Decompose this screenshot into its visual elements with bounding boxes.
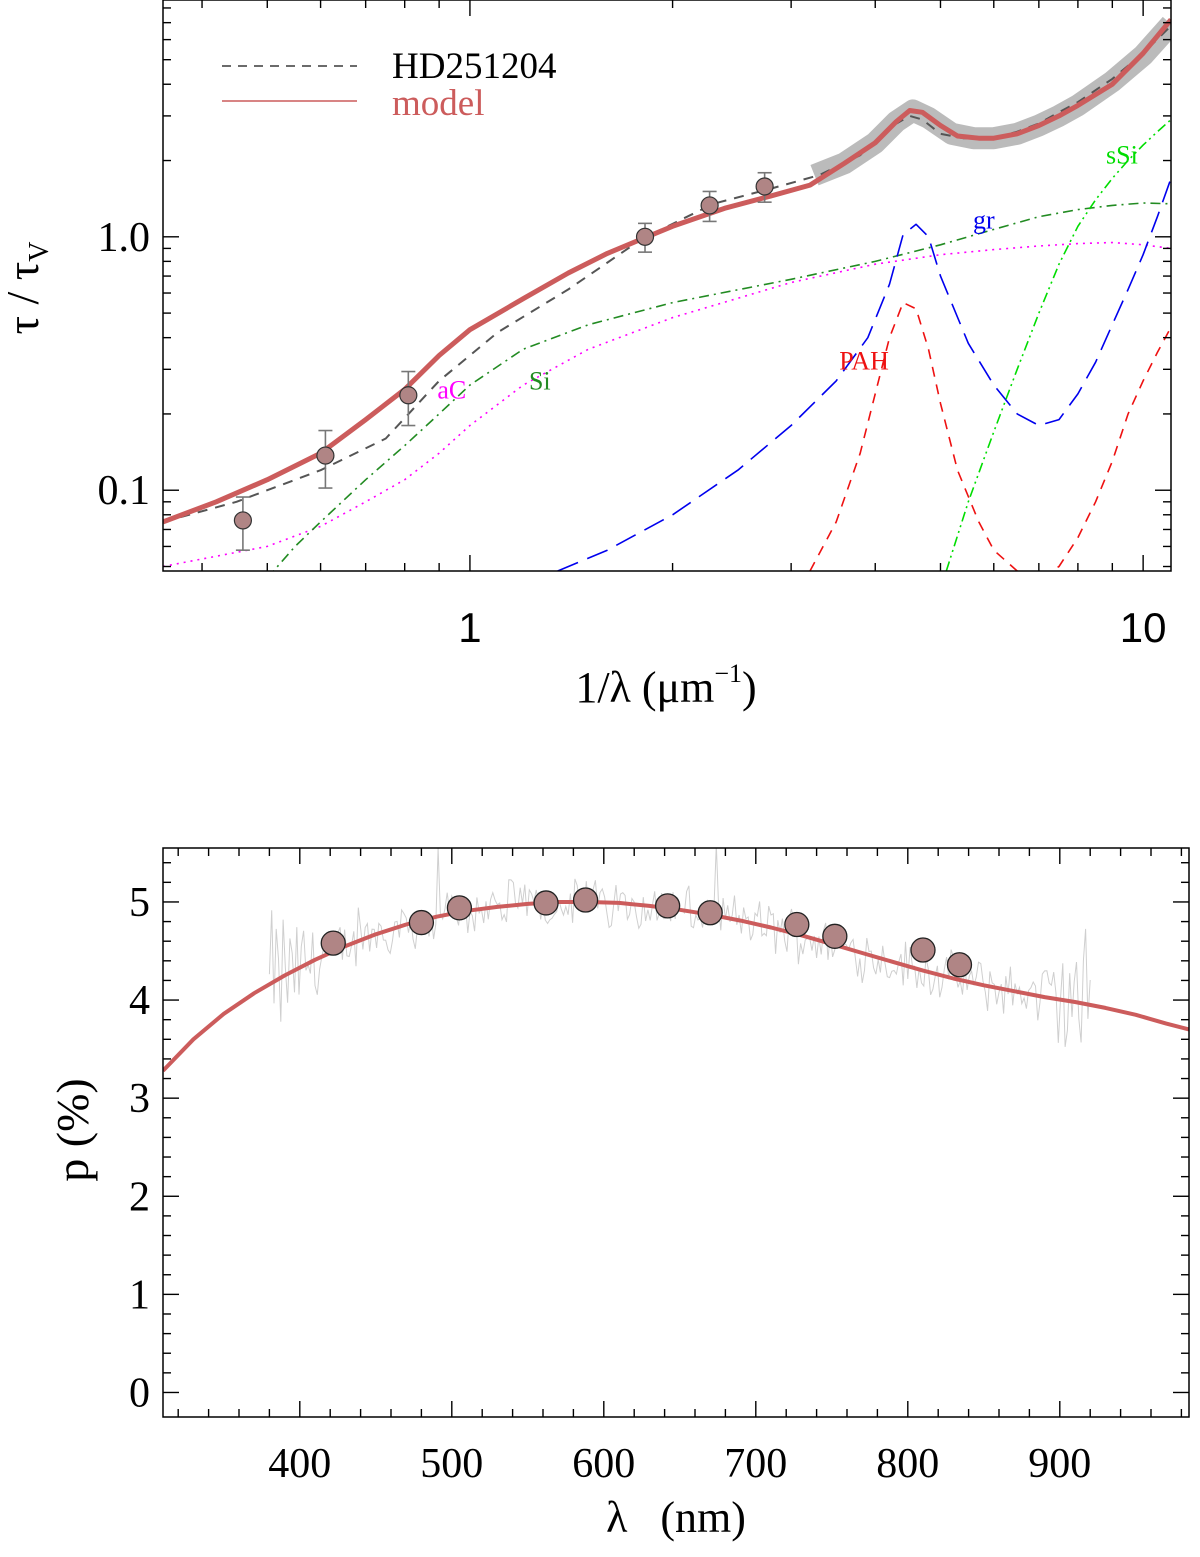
x-tick-label: 10 bbox=[1120, 604, 1167, 651]
polarization-point bbox=[784, 911, 810, 938]
polarization-point bbox=[697, 900, 723, 926]
polarization-point bbox=[654, 893, 681, 919]
xlabel-main: 1/λ (μm bbox=[575, 663, 714, 712]
xlabel-sup: −1 bbox=[714, 659, 742, 688]
y-tick-label: 2 bbox=[129, 1174, 150, 1220]
y-tick-label: 1 bbox=[129, 1272, 150, 1318]
component-label-ssi: sSi bbox=[1106, 140, 1138, 169]
observed-spectrum bbox=[268, 848, 1091, 1047]
series-hd251204-observed bbox=[163, 25, 1171, 523]
series-ac bbox=[163, 241, 1171, 568]
x-tick-label: 800 bbox=[876, 1441, 939, 1487]
polarization-plot-frame bbox=[162, 847, 1190, 1418]
extinction-plot-frame bbox=[162, 0, 1172, 572]
polarization-point bbox=[446, 895, 473, 921]
series-gr bbox=[557, 178, 1171, 571]
extinction-y-axis-label: τ / τV bbox=[0, 242, 55, 335]
extinction-tick-labels: 1 10 0.1 1.0 bbox=[98, 215, 1167, 651]
series-model bbox=[163, 18, 1171, 525]
ylabel-sub: V bbox=[24, 242, 55, 262]
extinction-point bbox=[316, 446, 335, 465]
series-si bbox=[272, 202, 1171, 571]
extinction-point bbox=[755, 177, 774, 196]
polarization-point bbox=[320, 930, 346, 956]
polarization-x-axis-label: λ (nm) bbox=[606, 1493, 746, 1542]
polarization-tick-labels: 400 500 600 700 800 900 0 1 2 3 4 5 bbox=[129, 880, 1091, 1487]
extinction-x-axis-label: 1/λ (μm−1) bbox=[575, 659, 756, 712]
extinction-legend: HD251204 model bbox=[222, 46, 556, 124]
extinction-panel: aC Si PAH gr sSi 1 10 0.1 1.0 HD251204 model 1/… bbox=[0, 0, 1172, 712]
polarization-point bbox=[572, 887, 599, 913]
x-tick-label: 900 bbox=[1028, 1441, 1091, 1487]
series-ssi bbox=[945, 119, 1171, 571]
polarization-point bbox=[910, 937, 936, 963]
polarization-points-layer bbox=[320, 887, 973, 978]
component-labels-layer: aC Si PAH gr sSi bbox=[437, 140, 1137, 404]
x-tick-label: 600 bbox=[572, 1441, 635, 1487]
extinction-point bbox=[233, 511, 253, 530]
extinction-point bbox=[635, 227, 655, 246]
extinction-points-layer bbox=[233, 171, 774, 551]
y-tick-label: 0.1 bbox=[98, 468, 151, 514]
component-label-gr: gr bbox=[973, 205, 995, 234]
extinction-point bbox=[700, 196, 719, 215]
x-tick-label: 500 bbox=[420, 1441, 483, 1487]
y-tick-label: 5 bbox=[129, 880, 150, 926]
x-tick-label: 700 bbox=[724, 1441, 787, 1487]
polarization-axis-ticks bbox=[163, 848, 1189, 1417]
polarization-y-axis-label: p (%) bbox=[47, 1078, 98, 1181]
y-tick-label: 4 bbox=[129, 978, 150, 1024]
extinction-point bbox=[399, 386, 418, 405]
x-tick-label: 400 bbox=[268, 1441, 331, 1487]
y-tick-label: 3 bbox=[129, 1076, 150, 1122]
polarization-point bbox=[408, 909, 435, 936]
x-tick-label: 1 bbox=[458, 604, 481, 651]
legend-label-hd251204: HD251204 bbox=[392, 46, 556, 87]
y-tick-label: 0 bbox=[129, 1370, 150, 1416]
polarization-panel: 400 500 600 700 800 900 0 1 2 3 4 5 λ (nm) p (%) bbox=[47, 847, 1190, 1542]
component-label-pah: PAH bbox=[839, 346, 889, 375]
component-label-si: Si bbox=[529, 366, 551, 395]
series-pah bbox=[809, 301, 1171, 571]
polarization-point bbox=[946, 952, 973, 978]
spectrum-layer bbox=[268, 848, 1091, 1047]
legend-label-model: model bbox=[392, 83, 484, 124]
polarization-point bbox=[533, 890, 559, 916]
xlabel-close: ) bbox=[742, 663, 757, 712]
ylabel-main: τ / τ bbox=[0, 262, 48, 335]
extinction-lines-layer bbox=[163, 18, 1171, 571]
y-tick-label: 1.0 bbox=[98, 215, 151, 261]
component-label-ac: aC bbox=[437, 376, 466, 405]
extinction-axis-ticks bbox=[163, 0, 1171, 571]
polarization-point bbox=[822, 923, 848, 949]
